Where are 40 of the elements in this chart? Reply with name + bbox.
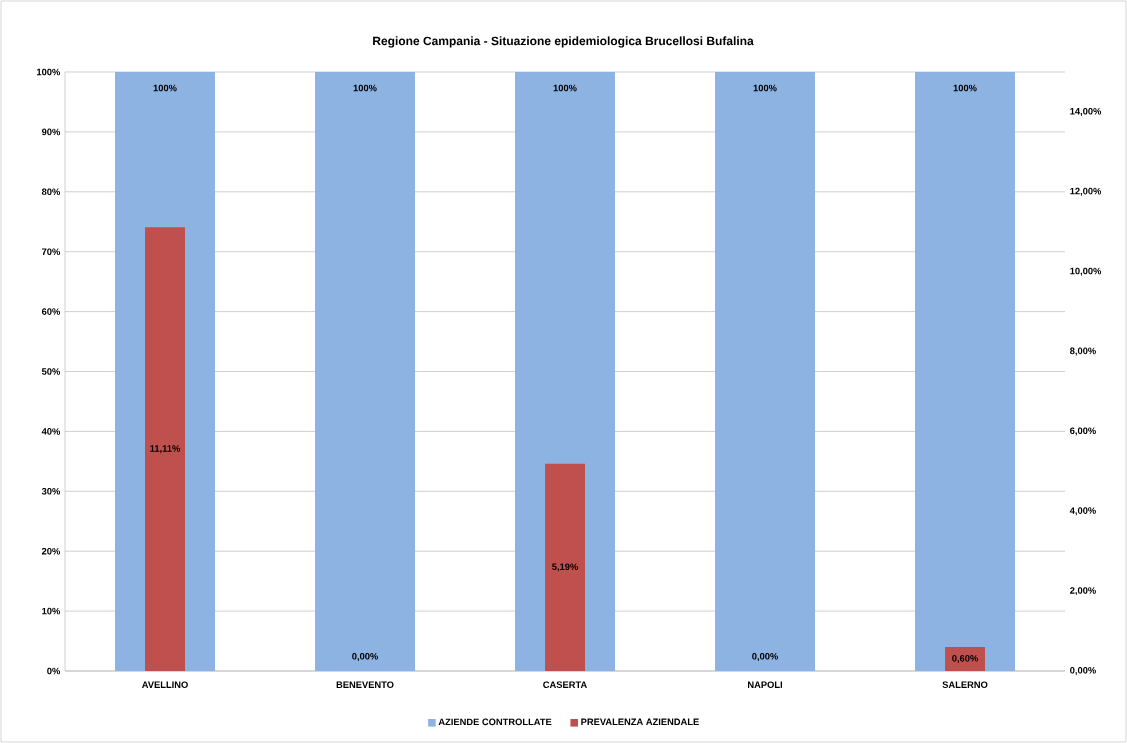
data-label: 100%: [353, 84, 377, 92]
data-label: 0,00%: [352, 653, 378, 661]
data-label: 5,19%: [552, 563, 578, 572]
y-tick-label: 0%: [47, 667, 61, 675]
data-label: 11,11%: [150, 445, 181, 454]
y2-tick-label: 12,00%: [1070, 187, 1102, 196]
y-tick-label: 30%: [41, 488, 61, 495]
y2-tick-label: 4,00%: [1069, 507, 1096, 516]
data-label: 0,00%: [752, 653, 778, 661]
legend-label: AZIENDE CONTROLLATE: [438, 718, 552, 726]
bar: [145, 227, 186, 671]
y-tick-label: 50%: [41, 368, 61, 375]
x-tick-label: AVELLINO: [141, 681, 188, 688]
data-label: 100%: [153, 84, 177, 92]
data-label: 100%: [753, 84, 777, 92]
x-tick-label: BENEVENTO: [336, 681, 394, 688]
x-tick-label: NAPOLI: [748, 681, 783, 688]
y-tick-label: 60%: [41, 308, 61, 315]
y-tick-label: 90%: [41, 128, 61, 136]
y-tick-label: 70%: [42, 248, 61, 255]
y-tick-label: 10%: [42, 607, 61, 615]
x-tick-label: SALERNO: [942, 681, 988, 688]
y2-tick-label: 0,00%: [1070, 667, 1096, 675]
data-label: 0,60%: [952, 655, 978, 663]
x-tick-label: CASERTA: [543, 681, 587, 688]
y2-tick-label: 10,00%: [1070, 267, 1102, 276]
y-tick-label: 80%: [41, 188, 61, 196]
legend-label: PREVALENZA AZIENDALE: [581, 718, 699, 725]
y-tick-label: 100%: [37, 68, 61, 76]
y2-tick-label: 14,00%: [1070, 107, 1102, 116]
y2-tick-label: 6,00%: [1070, 427, 1096, 436]
y-tick-label: 40%: [41, 428, 61, 435]
y2-tick-label: 2,00%: [1070, 587, 1096, 596]
y-tick-label: 20%: [41, 547, 61, 555]
bar: [945, 647, 986, 671]
bar: [545, 463, 586, 671]
data-label: 100%: [953, 84, 977, 92]
chart-title: Regione Campania - Situazione epidemiologica Brucellosi Bufalina: [373, 36, 754, 48]
y2-tick-label: 8,00%: [1070, 347, 1096, 356]
data-label: 100%: [553, 84, 577, 92]
